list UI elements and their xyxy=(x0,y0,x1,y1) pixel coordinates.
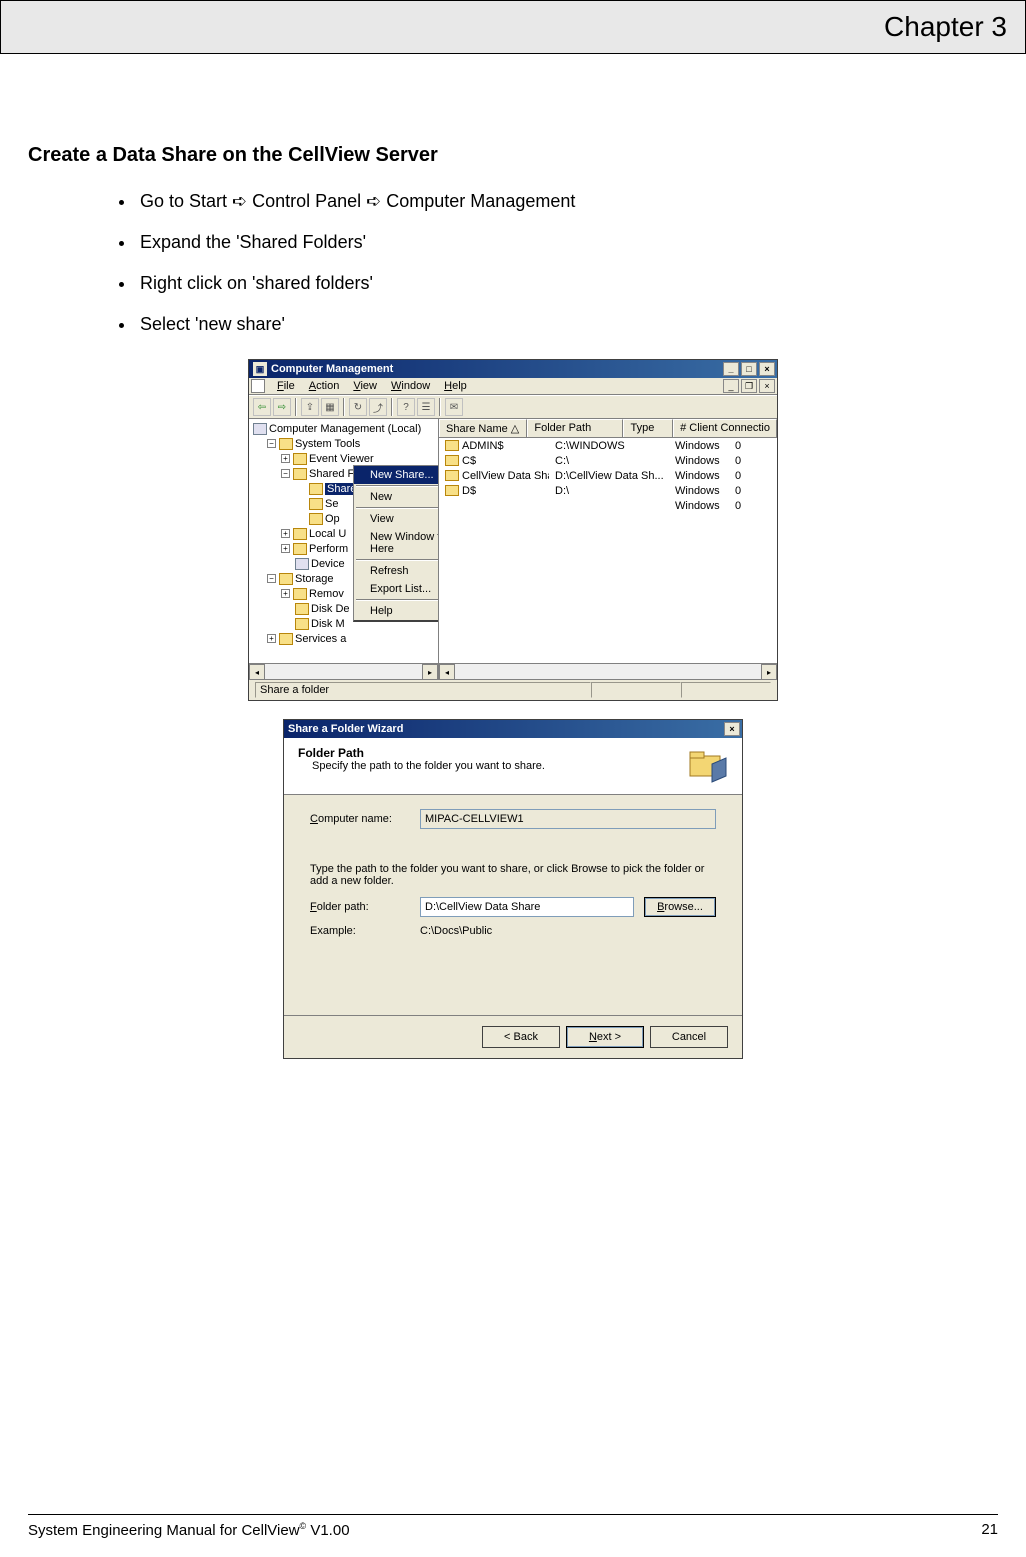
section-heading: Create a Data Share on the CellView Serv… xyxy=(28,144,998,167)
list-scroll-left[interactable]: ◂ xyxy=(439,664,455,679)
tree-services[interactable]: +Services a xyxy=(253,631,436,646)
wiz-title-text: Share a Folder Wizard xyxy=(288,723,403,735)
cm-toolbar: ⇦ ⇨ ⇪ ▦ ↻ ⤴ ? ☰ ✉ xyxy=(249,395,777,419)
menu-file[interactable]: File xyxy=(271,379,301,393)
computer-name-label: Computer name: xyxy=(310,813,420,825)
cm-app-icon: ▣ xyxy=(253,362,267,376)
menu-view[interactable]: View xyxy=(347,379,383,393)
col-client-conn[interactable]: # Client Connectio xyxy=(673,419,777,437)
example-value: C:\Docs\Public xyxy=(420,923,716,939)
mdi-minimize-button[interactable]: _ xyxy=(723,379,739,393)
cm-tree-pane: Computer Management (Local) −System Tool… xyxy=(249,419,439,679)
mdi-close-button[interactable]: × xyxy=(759,379,775,393)
page-number: 21 xyxy=(981,1521,998,1539)
context-new-window[interactable]: New Window from Here xyxy=(354,528,439,558)
new-share-icon[interactable]: ✉ xyxy=(445,398,463,416)
tree-event-viewer[interactable]: +Event Viewer xyxy=(253,451,436,466)
status-cell xyxy=(681,682,771,698)
step-item: Expand the 'Shared Folders' xyxy=(136,232,998,253)
col-folder-path[interactable]: Folder Path xyxy=(527,419,623,437)
wiz-buttons: < Back Next > Cancel xyxy=(284,1015,742,1058)
tree-icon[interactable]: ☰ xyxy=(417,398,435,416)
up-icon[interactable]: ⇪ xyxy=(301,398,319,416)
context-view[interactable]: View xyxy=(354,510,439,528)
folder-path-label: Folder path: xyxy=(310,901,420,913)
share-list-row[interactable]: Windows0 xyxy=(439,498,777,513)
maximize-button[interactable]: □ xyxy=(741,362,757,376)
share-list-row[interactable]: ADMIN$C:\WINDOWSWindows0 xyxy=(439,438,777,453)
refresh-icon[interactable]: ↻ xyxy=(349,398,367,416)
tree-scroll-right[interactable]: ▸ xyxy=(422,664,438,679)
context-export[interactable]: Export List... xyxy=(354,580,439,598)
menu-action[interactable]: Action xyxy=(303,379,346,393)
menu-window[interactable]: Window xyxy=(385,379,436,393)
list-header: Share Name △ Folder Path Type # Client C… xyxy=(439,419,777,438)
cm-menubar-row: File Action View Window Help _ ❐ × xyxy=(249,378,777,395)
cm-statusbar: Share a folder xyxy=(249,679,777,700)
col-share-name[interactable]: Share Name △ xyxy=(439,419,527,437)
cm-title-text: Computer Management xyxy=(271,363,393,375)
mdi-restore-button[interactable]: ❐ xyxy=(741,379,757,393)
cancel-button[interactable]: Cancel xyxy=(650,1026,728,1048)
export-icon[interactable]: ⤴ xyxy=(369,398,387,416)
status-cell xyxy=(591,682,681,698)
context-help[interactable]: Help xyxy=(354,602,439,620)
wiz-hint-text: Type the path to the folder you want to … xyxy=(310,863,716,887)
tree-root[interactable]: Computer Management (Local) xyxy=(253,421,436,436)
chapter-header: Chapter 3 xyxy=(0,0,1026,54)
page-footer: System Engineering Manual for CellView© … xyxy=(28,1514,998,1539)
back-icon[interactable]: ⇦ xyxy=(253,398,271,416)
context-new-share[interactable]: New Share... xyxy=(354,466,439,484)
cm-titlebar: ▣ Computer Management _ □ × xyxy=(249,360,777,378)
forward-icon[interactable]: ⇨ xyxy=(273,398,291,416)
computer-name-field xyxy=(420,809,716,829)
minimize-button[interactable]: _ xyxy=(723,362,739,376)
cm-menubar: File Action View Window Help xyxy=(269,379,475,393)
example-label: Example: xyxy=(310,925,420,937)
context-new[interactable]: New xyxy=(354,488,439,506)
tree-scroll-left[interactable]: ◂ xyxy=(249,664,265,679)
step-item: Go to Start ➪ Control Panel ➪ Computer M… xyxy=(136,191,998,212)
wiz-header: Folder Path Specify the path to the fold… xyxy=(284,738,742,795)
folder-path-field[interactable] xyxy=(420,897,634,917)
menu-help[interactable]: Help xyxy=(438,379,473,393)
steps-list: Go to Start ➪ Control Panel ➪ Computer M… xyxy=(136,191,998,335)
wizard-folder-icon xyxy=(686,746,730,784)
next-button[interactable]: Next > xyxy=(566,1026,644,1048)
back-button[interactable]: < Back xyxy=(482,1026,560,1048)
computer-management-window: ▣ Computer Management _ □ × File Action … xyxy=(248,359,778,701)
properties-icon[interactable]: ▦ xyxy=(321,398,339,416)
share-list-row[interactable]: D$D:\Windows0 xyxy=(439,483,777,498)
wiz-header-title: Folder Path xyxy=(298,746,364,760)
wiz-header-sub: Specify the path to the folder you want … xyxy=(298,760,545,772)
step-item: Select 'new share' xyxy=(136,314,998,335)
close-button[interactable]: × xyxy=(759,362,775,376)
list-scroll-right[interactable]: ▸ xyxy=(761,664,777,679)
share-wizard-window: Share a Folder Wizard × Folder Path Spec… xyxy=(283,719,743,1059)
share-list-row[interactable]: C$C:\Windows0 xyxy=(439,453,777,468)
share-list-row[interactable]: CellView Data ShareD:\CellView Data Sh..… xyxy=(439,468,777,483)
wiz-titlebar: Share a Folder Wizard × xyxy=(284,720,742,738)
mdi-icon xyxy=(251,379,265,393)
step-item: Right click on 'shared folders' xyxy=(136,273,998,294)
status-text: Share a folder xyxy=(255,682,591,698)
help-icon[interactable]: ? xyxy=(397,398,415,416)
context-menu: New Share... New View New Window from He… xyxy=(353,465,439,622)
context-refresh[interactable]: Refresh xyxy=(354,562,439,580)
tree-system-tools[interactable]: −System Tools xyxy=(253,436,436,451)
footer-left: System Engineering Manual for CellView© … xyxy=(28,1521,350,1539)
col-type[interactable]: Type xyxy=(623,419,673,437)
wiz-body: Computer name: Type the path to the fold… xyxy=(284,795,742,1015)
cm-list-pane: Share Name △ Folder Path Type # Client C… xyxy=(439,419,777,679)
browse-button[interactable]: Browse... xyxy=(644,897,716,917)
wiz-close-button[interactable]: × xyxy=(724,722,740,736)
